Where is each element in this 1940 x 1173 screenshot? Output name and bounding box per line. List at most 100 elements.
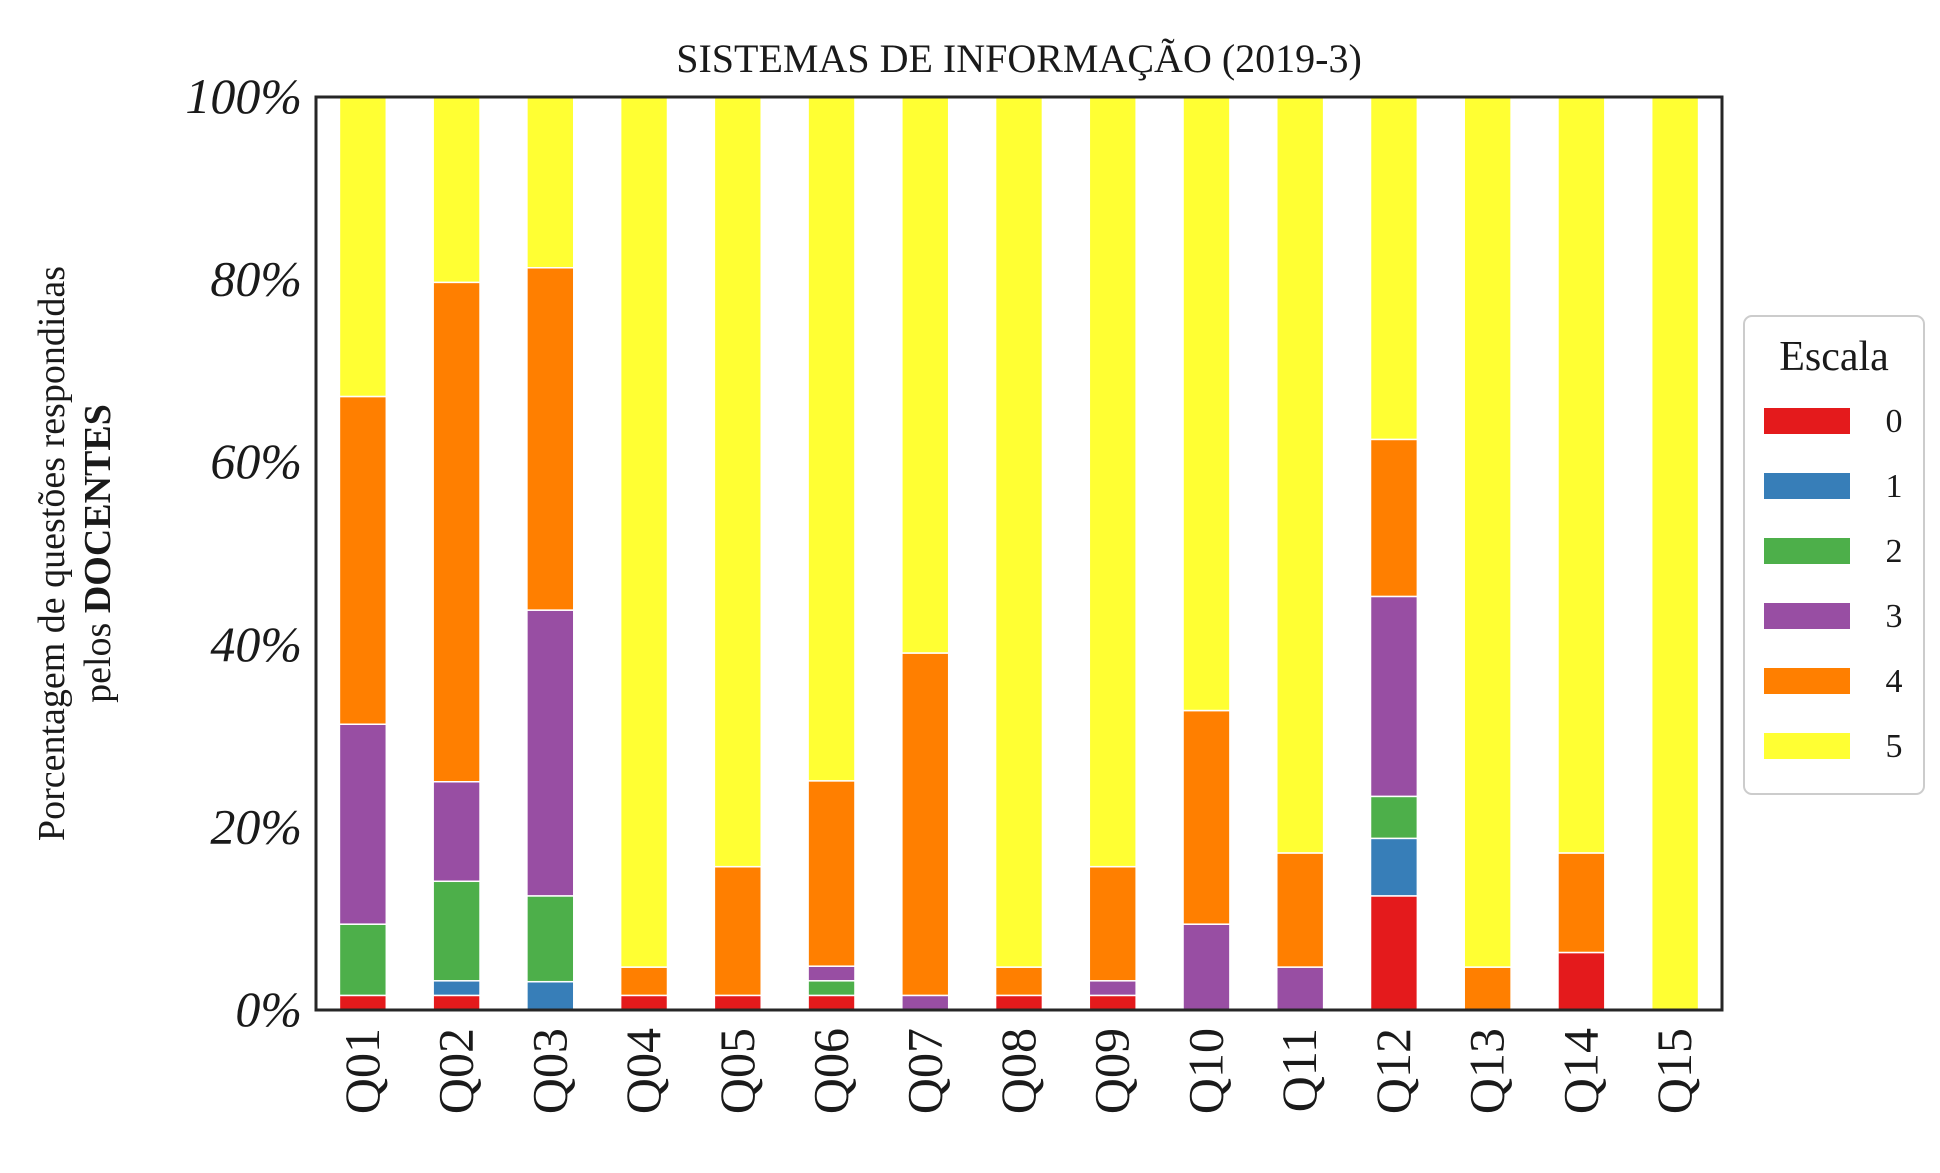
legend-label: 4 [1886, 663, 1903, 700]
bar-segment-q01-scale-0 [338, 994, 388, 1011]
legend-label: 5 [1886, 728, 1903, 765]
bar-segment-q03-scale-1 [526, 980, 575, 1011]
bar-segment-q06-scale-4 [807, 780, 856, 967]
bar-segment-q07-scale-3 [901, 994, 950, 1011]
bar-segment-q08-scale-0 [994, 994, 1044, 1011]
legend-items: 0 1 2 3 4 5 [1764, 403, 1903, 765]
bar-segment-q02-scale-4 [432, 281, 481, 783]
legend-swatch [1764, 603, 1850, 629]
chart-title: SISTEMAS DE INFORMAÇÃO (2019-3) [676, 36, 1362, 81]
legend-swatch [1764, 473, 1850, 499]
bar-segment-q01-scale-5 [338, 96, 388, 398]
bar-segment-q09-scale-4 [1088, 865, 1137, 982]
legend-label: 2 [1886, 533, 1903, 570]
bar-segment-q05-scale-4 [713, 865, 762, 997]
legend: Escala 0 1 2 3 4 5 [1743, 315, 1925, 795]
y-tick-label: 0% [235, 981, 302, 1037]
x-tick-label-q15: Q15 [1646, 1028, 1702, 1114]
bar-segment-q12-scale-0 [1369, 895, 1419, 1011]
x-tick-label-q05: Q05 [709, 1028, 765, 1114]
bar-segment-q02-scale-1 [432, 980, 481, 997]
bar-segment-q05-scale-5 [713, 96, 762, 868]
bar-segment-q11-scale-5 [1276, 96, 1325, 854]
x-tick-label-q02: Q02 [428, 1028, 484, 1114]
legend-item-scale-0: 0 [1764, 403, 1903, 440]
bar-segment-q14-scale-5 [1557, 96, 1606, 854]
bar-segment-q12-scale-1 [1369, 837, 1419, 897]
bar-segment-q11-scale-3 [1276, 966, 1325, 1011]
bar-segment-q04-scale-5 [619, 96, 669, 968]
bar-segment-q04-scale-0 [619, 994, 669, 1011]
bar-segment-q08-scale-4 [994, 966, 1044, 997]
bar-segment-q03-scale-4 [526, 266, 575, 611]
y-axis-label-line-1: Porcentagem de questões respondidas [31, 266, 73, 841]
bar-segment-q05-scale-0 [713, 994, 762, 1011]
bar-segment-q02-scale-2 [432, 880, 481, 982]
legend-item-scale-4: 4 [1764, 663, 1903, 700]
y-axis-label: Porcentagem de questões respondidas pelo… [31, 266, 119, 841]
bar-segment-q09-scale-3 [1088, 980, 1137, 997]
legend-swatch [1764, 538, 1850, 564]
bar-segment-q08-scale-5 [994, 96, 1044, 968]
x-tick-label-q14: Q14 [1552, 1028, 1608, 1114]
bar-segment-q10-scale-3 [1182, 923, 1231, 1011]
bar-segment-q03-scale-5 [526, 96, 575, 269]
legend-label: 0 [1886, 403, 1903, 440]
legend-title: Escala [1779, 334, 1889, 380]
legend-swatch [1764, 668, 1850, 694]
legend-swatch [1764, 733, 1850, 759]
bar-segment-q12-scale-2 [1369, 795, 1419, 840]
bar-segment-q15-scale-5 [1650, 96, 1700, 1011]
legend-swatch [1764, 408, 1850, 434]
x-tick-label-q03: Q03 [521, 1028, 577, 1114]
bar-segment-q02-scale-3 [432, 781, 481, 883]
bar-segment-q12-scale-3 [1369, 595, 1419, 798]
bar-segment-q10-scale-5 [1182, 96, 1231, 712]
bar-segment-q07-scale-4 [901, 652, 950, 997]
bar-segment-q06-scale-0 [807, 994, 856, 1011]
bar-segment-q03-scale-2 [526, 895, 575, 983]
x-tick-label-q13: Q13 [1459, 1028, 1515, 1114]
y-axis-ticks: 0% 20% 40% 60% 80% 100% [185, 68, 302, 1037]
x-tick-label-q07: Q07 [896, 1028, 952, 1114]
bar-segment-q01-scale-3 [338, 723, 388, 925]
y-tick-label: 20% [210, 798, 302, 854]
x-tick-label-q08: Q08 [990, 1028, 1046, 1114]
bar-segment-q06-scale-3 [807, 965, 856, 982]
x-tick-label-q04: Q04 [615, 1028, 671, 1114]
x-axis-ticks: Q01 Q02 Q03 Q04 Q05 Q06 Q07 Q08 Q09 Q10 Q11 Q12 Q13 Q… [334, 1028, 1702, 1114]
legend-item-scale-2: 2 [1764, 533, 1903, 570]
x-tick-label-q09: Q09 [1084, 1028, 1140, 1114]
x-tick-label-q06: Q06 [803, 1028, 859, 1114]
bar-segment-q12-scale-4 [1369, 438, 1419, 598]
x-tick-label-q12: Q12 [1365, 1028, 1421, 1114]
y-tick-label: 40% [210, 616, 302, 672]
bar-segment-q11-scale-4 [1276, 852, 1325, 968]
bar-segment-q02-scale-0 [432, 994, 481, 1011]
bar-segment-q10-scale-4 [1182, 709, 1231, 925]
bar-segment-q14-scale-4 [1557, 852, 1606, 954]
x-tick-label-q01: Q01 [334, 1028, 390, 1114]
y-axis-label-prefix: pelos [77, 613, 119, 703]
bar-segment-q03-scale-3 [526, 609, 575, 897]
bar-segment-q06-scale-2 [807, 980, 856, 997]
legend-item-scale-1: 1 [1764, 468, 1903, 505]
y-tick-label: 80% [210, 251, 302, 307]
legend-item-scale-5: 5 [1764, 728, 1903, 765]
bars-layer [338, 96, 1700, 1011]
bar-segment-q09-scale-0 [1088, 994, 1137, 1011]
x-tick-label-q10: Q10 [1177, 1028, 1233, 1114]
legend-label: 3 [1886, 598, 1903, 635]
bar-segment-q06-scale-5 [807, 96, 856, 782]
legend-label: 1 [1886, 468, 1903, 505]
y-tick-label: 100% [185, 68, 302, 124]
bar-segment-q13-scale-5 [1463, 96, 1512, 968]
bar-segment-q12-scale-5 [1369, 96, 1419, 441]
bar-segment-q01-scale-2 [338, 923, 388, 997]
bar-segment-q13-scale-4 [1463, 966, 1512, 1011]
bar-segment-q04-scale-4 [619, 966, 669, 997]
bar-segment-q01-scale-4 [338, 395, 388, 725]
y-tick-label: 60% [210, 433, 302, 489]
y-axis-label-line-2: pelos DOCENTES [77, 404, 119, 703]
